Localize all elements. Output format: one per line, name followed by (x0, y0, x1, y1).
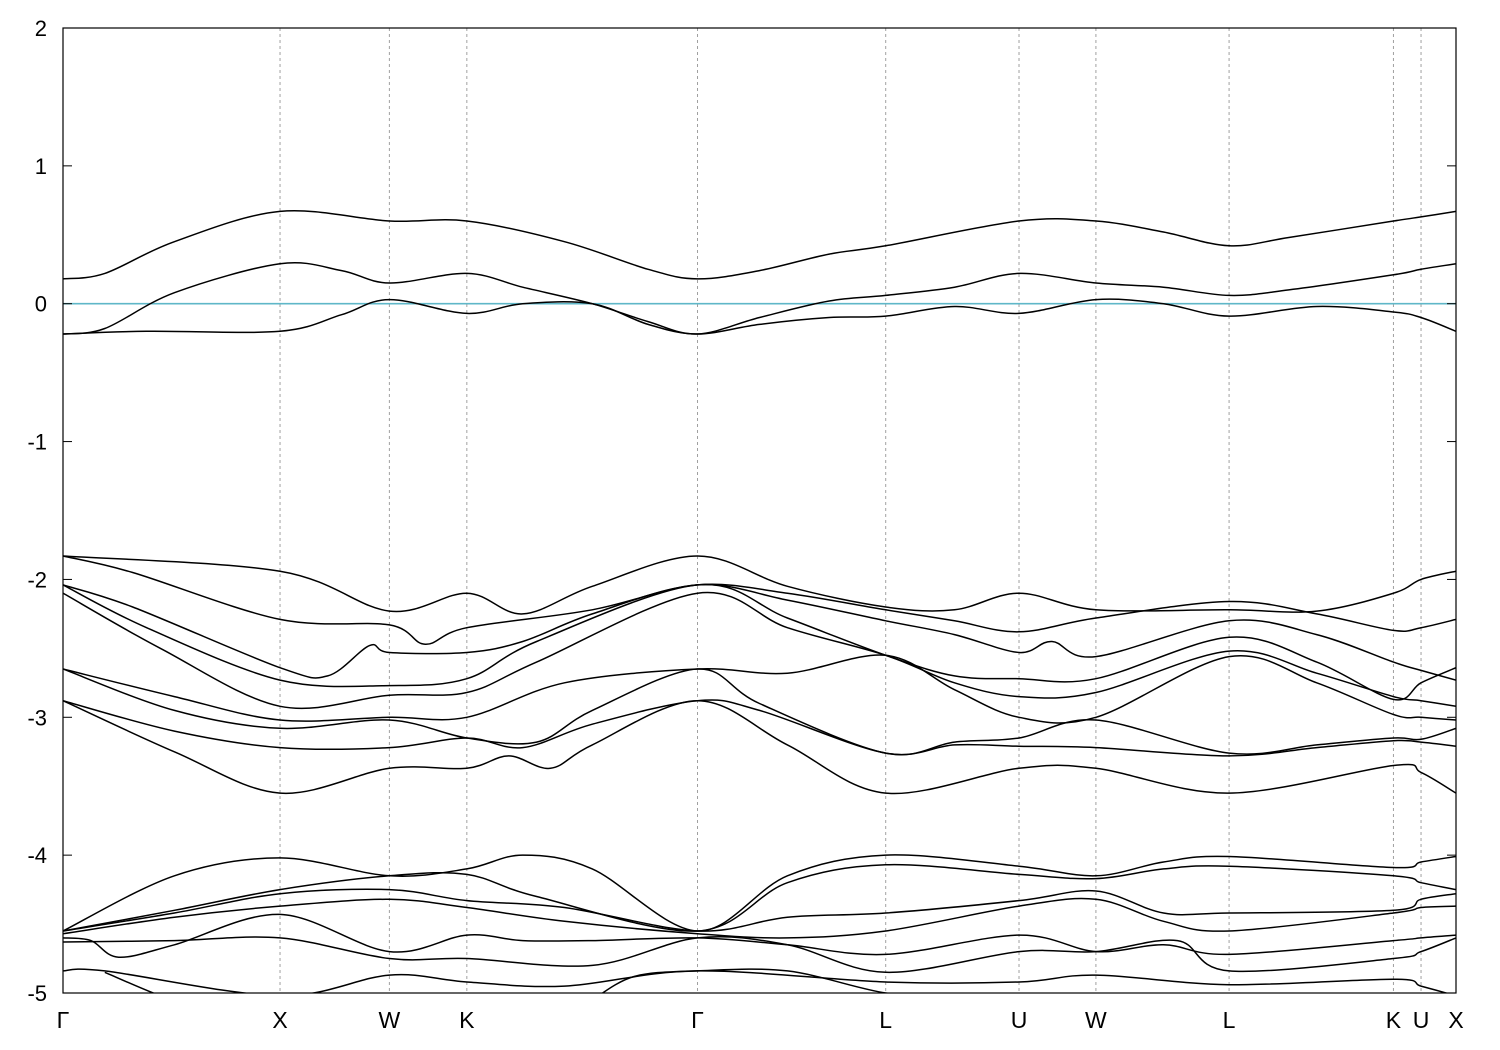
band-line-9 (63, 654, 1456, 724)
band-line-14 (63, 863, 1456, 932)
y-tick-label: -2 (27, 567, 47, 592)
band-line-5 (63, 555, 1456, 645)
kpoint-label: K (1386, 1007, 1402, 1033)
band-line-13 (63, 854, 1456, 932)
kpoint-label: U (1011, 1007, 1028, 1033)
band-line-16 (63, 897, 1456, 939)
band-line-8 (63, 591, 1456, 710)
band-line-17 (63, 913, 1456, 958)
band-line-19 (63, 968, 1449, 993)
kpoint-label: X (272, 1007, 287, 1033)
kpoint-label: X (1448, 1007, 1463, 1033)
y-tick-label: 2 (35, 16, 47, 41)
y-tick-label: -4 (27, 843, 47, 868)
band-line-2 (63, 262, 1456, 335)
kpoint-label: Γ (691, 1007, 704, 1033)
band-line-21 (601, 968, 892, 993)
y-tick-label: -1 (27, 430, 47, 455)
band-line-1 (63, 210, 1456, 280)
plot-frame (62, 27, 1457, 994)
band-line-12 (63, 699, 1456, 795)
band-line-11 (63, 699, 1456, 757)
kpoint-label: U (1413, 1007, 1430, 1033)
band-line-7 (63, 583, 1456, 701)
kpoint-label: L (1223, 1007, 1236, 1033)
y-tick-label: -3 (27, 705, 47, 730)
kpoint-label: W (1085, 1007, 1107, 1033)
kpoint-label: L (879, 1007, 892, 1033)
band-line-20 (104, 971, 156, 993)
kpoint-label: W (379, 1007, 401, 1033)
band-line-4 (63, 555, 1456, 615)
y-axis: 2 1 0 -1 -2 -3 -4 -5 (27, 16, 1456, 1006)
band-line-15 (63, 888, 1456, 932)
bands (63, 210, 1456, 993)
kpoint-label: Γ (57, 1007, 70, 1033)
kpoint-gridlines (279, 28, 1422, 993)
kpoint-label: K (459, 1007, 475, 1033)
band-line-10 (63, 668, 1456, 756)
y-tick-label: 0 (35, 292, 47, 317)
y-tick-label: -5 (27, 981, 47, 1006)
band-line-3 (63, 298, 1456, 335)
band-line-18 (63, 935, 1456, 974)
y-tick-label: 1 (35, 154, 47, 179)
band-line-6 (63, 583, 1456, 681)
